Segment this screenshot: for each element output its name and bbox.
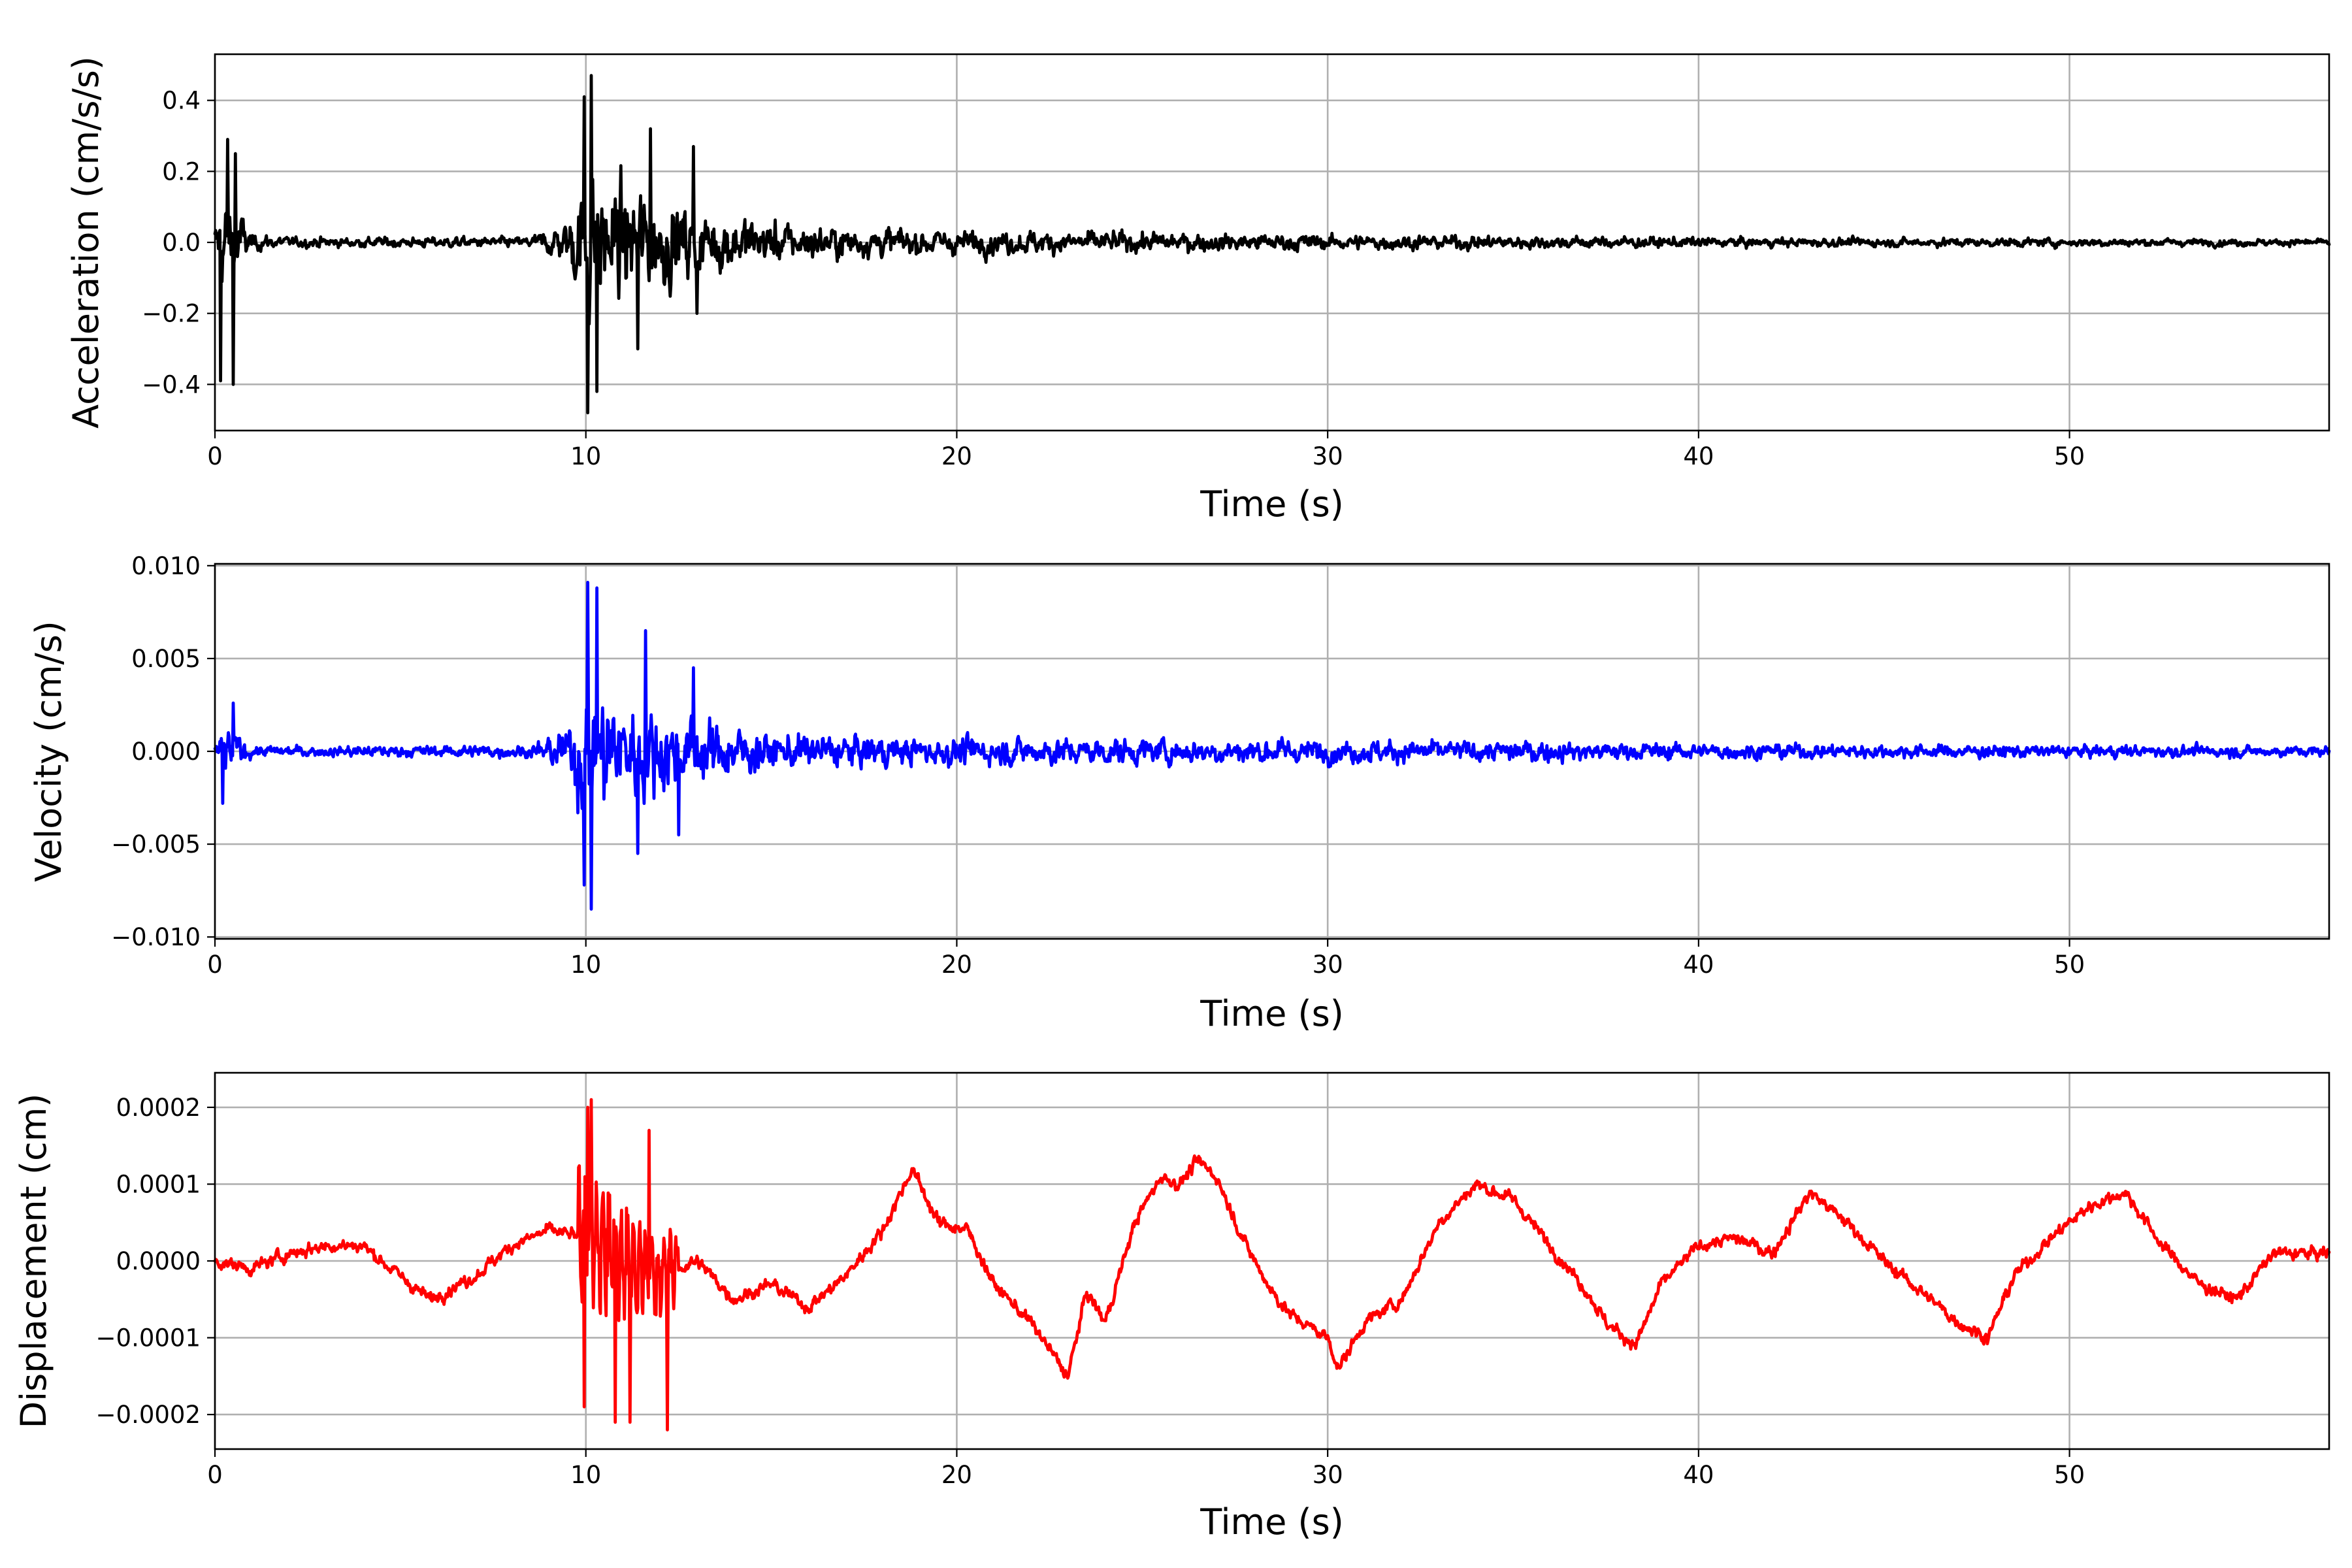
acceleration-x-tick-label: 20: [941, 442, 972, 470]
velocity-y-tick-label: 0.000: [131, 738, 201, 766]
acceleration-x-axis-label: Time (s): [1200, 483, 1344, 525]
displacement-y-axis-label: Displacement (cm): [13, 1094, 54, 1429]
acceleration-ticks: 0 10 20 30 40 50 −0.4 −0.2 0.0 0.2 0.4: [142, 87, 2085, 470]
velocity-panel: 0 10 20 30 40 50 −0.010 −0.005 0.000 0.005 0.010 T…: [28, 552, 2331, 1034]
velocity-x-tick-label: 50: [2054, 951, 2085, 979]
acceleration-x-tick-label: 50: [2054, 442, 2085, 470]
displacement-y-tick-label: −0.0002: [96, 1401, 201, 1429]
acceleration-x-tick-label: 40: [1683, 442, 1714, 470]
velocity-x-tick-label: 30: [1313, 951, 1343, 979]
acceleration-x-tick-label: 10: [570, 442, 601, 470]
acceleration-panel: 0 10 20 30 40 50 −0.4 −0.2 0.0 0.2 0.4 Time (s) Ac…: [65, 53, 2331, 525]
velocity-ticks: 0 10 20 30 40 50 −0.010 −0.005 0.000 0.005 0.010: [111, 552, 2085, 979]
acceleration-trace: [213, 74, 2331, 415]
velocity-y-axis-label: Velocity (cm/s): [28, 621, 69, 882]
displacement-x-tick-label: 0: [207, 1461, 223, 1489]
velocity-x-tick-label: 10: [570, 951, 601, 979]
displacement-y-tick-label: 0.0002: [116, 1094, 201, 1122]
velocity-x-tick-label: 20: [941, 951, 972, 979]
displacement-y-tick-label: 0.0000: [116, 1247, 201, 1275]
velocity-y-tick-label: 0.005: [131, 645, 201, 673]
velocity-x-tick-label: 0: [207, 951, 223, 979]
displacement-x-axis-label: Time (s): [1200, 1501, 1344, 1543]
velocity-x-tick-label: 40: [1683, 951, 1714, 979]
displacement-ticks: 0 10 20 30 40 50 −0.0002 −0.0001 0.0000 0.0001 0.0…: [96, 1094, 2085, 1489]
displacement-trace: [213, 1098, 2331, 1431]
acceleration-y-tick-label: −0.4: [142, 370, 201, 399]
velocity-series-line: [213, 581, 2331, 911]
velocity-trace: [213, 581, 2331, 911]
acceleration-y-axis-label: Acceleration (cm/s/s): [65, 56, 106, 429]
velocity-y-tick-label: −0.005: [111, 830, 201, 858]
velocity-x-axis-label: Time (s): [1200, 993, 1344, 1034]
displacement-panel: 0 10 20 30 40 50 −0.0002 −0.0001 0.0000 0.0001 0.0…: [13, 1071, 2331, 1543]
displacement-y-tick-label: 0.0001: [116, 1170, 201, 1198]
displacement-x-tick-label: 50: [2054, 1461, 2085, 1489]
acceleration-x-tick-label: 0: [207, 442, 223, 470]
acceleration-y-tick-label: 0.0: [162, 229, 201, 257]
displacement-grid: [214, 1073, 2329, 1449]
acceleration-series-line: [213, 74, 2331, 415]
displacement-y-tick-label: −0.0001: [96, 1324, 201, 1352]
acceleration-x-tick-label: 30: [1313, 442, 1343, 470]
displacement-x-tick-label: 20: [941, 1461, 972, 1489]
acceleration-y-tick-label: −0.2: [142, 300, 201, 328]
acceleration-y-tick-label: 0.2: [162, 157, 201, 186]
displacement-x-tick-label: 10: [570, 1461, 601, 1489]
velocity-y-tick-label: −0.010: [111, 923, 201, 951]
displacement-series-line: [213, 1098, 2331, 1431]
acceleration-y-tick-label: 0.4: [162, 87, 201, 115]
displacement-x-tick-label: 40: [1683, 1461, 1714, 1489]
displacement-x-tick-label: 30: [1313, 1461, 1343, 1489]
velocity-grid: [214, 564, 2329, 939]
velocity-y-tick-label: 0.010: [131, 552, 201, 580]
